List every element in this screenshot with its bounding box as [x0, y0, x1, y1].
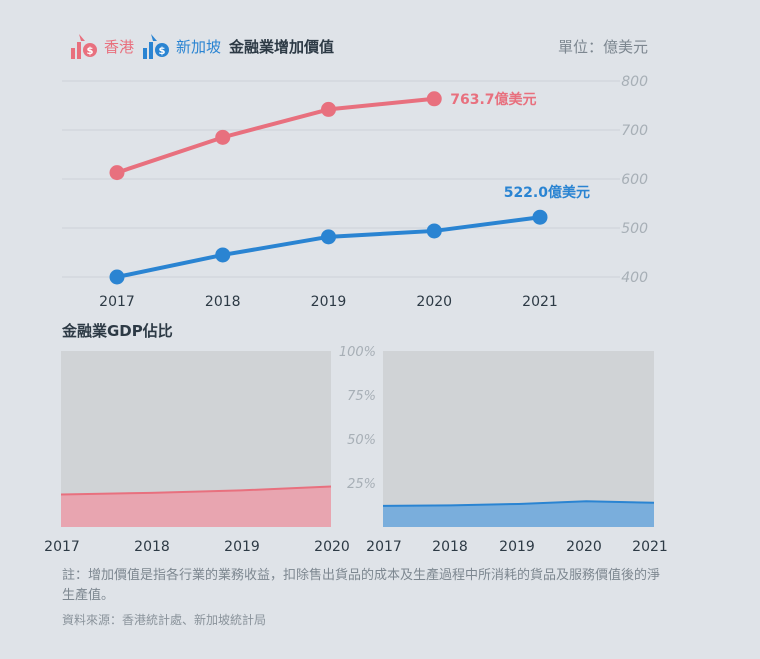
legend-hk-label: 香港: [104, 37, 135, 56]
area-fill-sg: [383, 501, 654, 527]
data-point: [426, 223, 442, 239]
growth-money-icon: $: [71, 34, 97, 59]
area-line-hk: [60, 485, 332, 496]
data-point: [321, 101, 336, 117]
unit-label: 單位：億美元: [557, 38, 648, 56]
legend-sg-label: 新加坡: [176, 37, 222, 56]
x-tick-label: 2018: [205, 294, 241, 310]
x-tick-label: 2021: [522, 294, 558, 310]
growth-money-icon: $: [143, 34, 170, 59]
y-tick-label: 600: [621, 172, 648, 188]
series-line-sg: [116, 215, 541, 279]
source-note: 資料來源：香港統計處、新加坡統計局: [62, 613, 267, 627]
legend-hk: $ 香港: [70, 32, 134, 60]
x-tick-label: 2020: [566, 539, 602, 555]
area-panel-hk: [61, 351, 331, 527]
area-fill-hk: [61, 486, 331, 527]
y-tick-label: 700: [621, 123, 648, 139]
x-tick-label: 2019: [499, 539, 535, 555]
data-point: [215, 129, 231, 145]
y-tick-label: 500: [621, 221, 648, 237]
y-tick-label: 400: [621, 270, 648, 286]
chart-legend: $ 香港 $ 新加坡 金融業增加價值: [70, 32, 334, 60]
x-tick-label: 2017: [99, 294, 135, 310]
y-tick-label: 100%: [339, 345, 376, 360]
series-line-hk: [116, 96, 435, 175]
gdp-share-title: 金融業GDP佔比: [62, 322, 173, 340]
legend-sg: $ 新加坡: [142, 32, 221, 60]
y-tick-label: 800: [621, 74, 648, 90]
end-value-label: 522.0億美元: [504, 184, 590, 201]
data-point: [321, 229, 336, 245]
y-tick-label: 50%: [347, 433, 376, 448]
end-value-label: 763.7億美元: [450, 91, 536, 108]
x-tick-label: 2019: [311, 294, 347, 310]
data-point: [426, 91, 442, 107]
data-point: [215, 247, 231, 263]
x-tick-label: 2019: [224, 539, 260, 555]
data-point: [532, 209, 548, 225]
y-tick-label: 25%: [347, 477, 376, 492]
area-panel-sg: [383, 351, 654, 527]
data-point: [109, 165, 125, 181]
x-tick-label: 2018: [134, 539, 170, 555]
area-line-sg: [382, 500, 655, 507]
x-tick-label: 2020: [416, 294, 452, 310]
svg-text:$: $: [87, 46, 94, 57]
y-tick-label: 75%: [347, 389, 376, 404]
data-point: [109, 269, 125, 285]
x-tick-label: 2018: [432, 539, 468, 555]
svg-text:$: $: [159, 46, 166, 57]
x-tick-label: 2017: [366, 539, 402, 555]
x-tick-label: 2021: [632, 539, 668, 555]
x-tick-label: 2020: [314, 539, 350, 555]
x-tick-label: 2017: [44, 539, 80, 555]
line-chart: 400 500 600 700 800 2017 2018 2019 2020 2021 763.7…: [62, 74, 648, 310]
footnote: 註：增加價值是指各行業的業務收益，扣除售出貨品的成本及生產過程中所消耗的貨品及服…: [62, 568, 661, 603]
chart-title: 金融業增加價值: [229, 37, 335, 56]
